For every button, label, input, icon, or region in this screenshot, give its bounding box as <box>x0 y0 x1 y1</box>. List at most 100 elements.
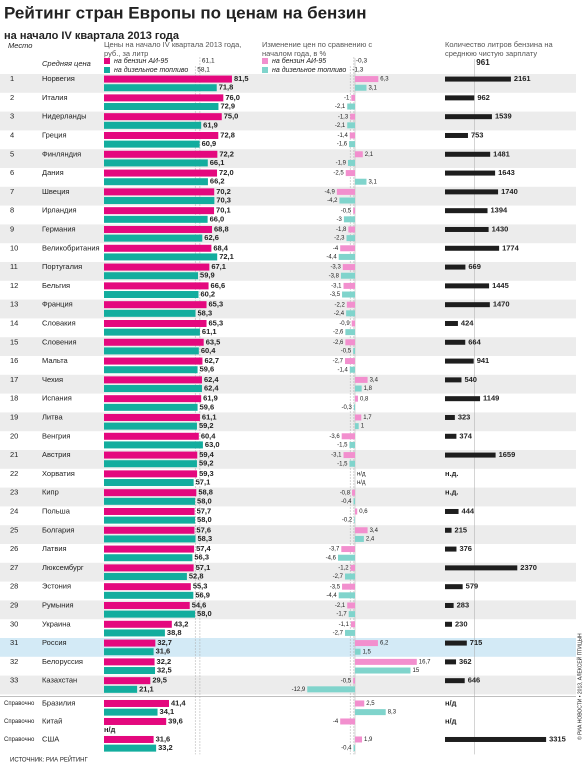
change-label: -3,5 <box>330 584 341 590</box>
petrol-bar <box>104 677 151 685</box>
diesel-change-bar <box>348 611 355 618</box>
country: Швеция <box>42 187 70 196</box>
liters-label: 2161 <box>514 74 531 83</box>
liters-bar <box>445 339 466 345</box>
liters-label: 230 <box>455 619 468 628</box>
petrol-change-bar <box>340 245 355 252</box>
price-label: 21,1 <box>139 684 154 693</box>
change-label: -2,2 <box>335 302 346 308</box>
price-label: 32,2 <box>157 657 172 666</box>
change-label: -3,5 <box>330 292 341 298</box>
liters-bar <box>445 508 459 514</box>
petrol-change-bar <box>355 700 365 707</box>
petrol-bar <box>104 583 191 591</box>
diesel-change-bar <box>349 460 355 467</box>
price-label: 39,6 <box>168 716 183 725</box>
liters-bar <box>445 320 458 326</box>
petrol-change-bar <box>351 320 355 327</box>
change-label: 3,1 <box>368 85 377 91</box>
diesel-change-bar <box>355 423 359 430</box>
diesel-change-bar <box>355 178 367 185</box>
reference-label: Справочно <box>4 737 35 743</box>
price-label: 70,2 <box>216 187 231 196</box>
price-label: 68,4 <box>213 243 228 252</box>
country: Греция <box>42 130 67 139</box>
rank: 3 <box>10 112 14 121</box>
price-label: 32,7 <box>157 638 172 647</box>
petrol-change-bar <box>355 151 363 158</box>
petrol-bar <box>104 338 204 346</box>
rank-head: Место <box>8 41 32 50</box>
petrol-bar <box>104 451 198 459</box>
country: Ирландия <box>42 206 77 215</box>
change-label: 6,3 <box>380 77 389 83</box>
rank: 23 <box>10 488 18 497</box>
country: Венгрия <box>42 431 70 440</box>
liters-bar <box>445 358 474 364</box>
change-label: -0,2 <box>342 518 353 524</box>
country: Хорватия <box>42 469 75 478</box>
country: Кипр <box>42 488 59 497</box>
diesel-bar <box>104 253 218 261</box>
petrol-bar <box>104 526 195 534</box>
liters-label: 1149 <box>483 394 499 403</box>
petrol-bar <box>104 507 195 515</box>
price-label: 33,2 <box>158 743 173 752</box>
price-label: 72,8 <box>220 130 235 139</box>
liters-bar <box>445 151 491 157</box>
petrol-bar <box>104 301 207 309</box>
price-label: 67,1 <box>211 262 226 271</box>
rank: 21 <box>10 450 18 459</box>
country: Дания <box>42 168 64 177</box>
liters-bar <box>445 283 490 289</box>
diesel-bar <box>104 121 202 129</box>
rank: 2 <box>10 93 14 102</box>
diesel-bar <box>104 422 197 430</box>
rank: 33 <box>10 676 18 685</box>
change-label: -0,4 <box>341 499 352 505</box>
petrol-bar <box>104 432 199 440</box>
diesel-bar <box>104 667 156 675</box>
petrol-change-bar <box>355 414 362 421</box>
row-highlight <box>0 638 576 657</box>
change-label: -3,1 <box>331 283 342 289</box>
diesel-bar <box>104 648 154 656</box>
liters-label: 362 <box>459 657 472 666</box>
change-label: -4,2 <box>327 198 338 204</box>
liters-label: 669 <box>468 262 481 271</box>
country: Германия <box>42 224 76 233</box>
change-label: -3,3 <box>330 265 341 271</box>
petrol-bar <box>104 263 210 271</box>
price-label: 38,8 <box>167 628 182 637</box>
diesel-change-bar <box>346 310 355 317</box>
change-label: -1,2 <box>338 565 349 571</box>
petrol-change-bar <box>350 113 355 120</box>
change-label: -2,1 <box>335 123 346 129</box>
diesel-bar <box>104 441 203 449</box>
price-label: 61,9 <box>203 394 218 403</box>
legend-swatch <box>104 58 110 64</box>
price-label: 72,0 <box>219 168 234 177</box>
diesel-bar <box>104 497 196 505</box>
change-label: -3,8 <box>329 273 340 279</box>
rank: 8 <box>10 206 14 215</box>
price-label: 34,1 <box>160 707 175 716</box>
liters-bar <box>445 302 490 308</box>
legend-swatch <box>262 58 268 64</box>
diesel-change-bar <box>345 329 355 336</box>
liters-label: н.д. <box>445 488 458 497</box>
change-label: -3,1 <box>331 453 342 459</box>
rank: 7 <box>10 187 14 196</box>
diesel-bar <box>104 516 196 524</box>
liters-bar <box>445 584 463 590</box>
petrol-change-bar <box>347 602 355 609</box>
liters-label: н.д. <box>445 469 458 478</box>
petrol-bar <box>104 545 195 553</box>
price-label: 60,2 <box>201 290 216 299</box>
liters-bar <box>445 170 496 176</box>
price-label: 31,6 <box>156 734 171 743</box>
petrol-bar <box>104 735 154 743</box>
diesel-change-bar <box>337 554 355 561</box>
title: Рейтинг стран Европы по ценам на бензин <box>4 3 367 22</box>
